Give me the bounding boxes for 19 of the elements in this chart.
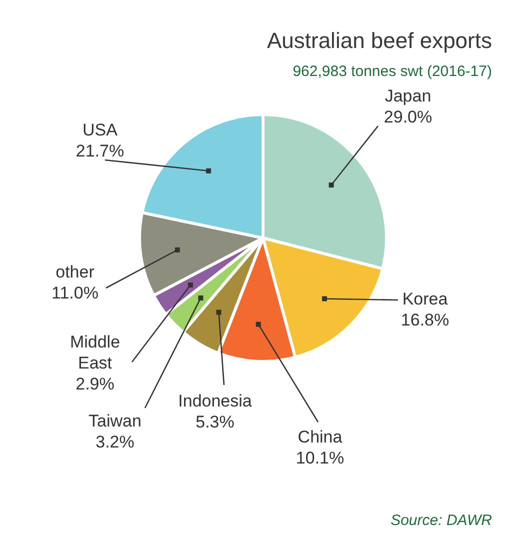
- chart-subtitle: 962,983 tonnes swt (2016-17): [292, 63, 492, 80]
- data-label: 2.9%: [76, 374, 114, 394]
- source-note: Source: DAWR: [390, 512, 492, 529]
- slice-label: USA: [82, 120, 118, 140]
- data-label: 29.0%: [384, 108, 432, 127]
- data-label: 21.7%: [76, 142, 124, 161]
- data-label: 3.2%: [96, 432, 134, 452]
- slice-label: Taiwan: [88, 412, 142, 431]
- chart-title: Australian beef exports: [266, 28, 492, 54]
- data-label: 5.3%: [196, 412, 234, 432]
- data-label: 16.8%: [400, 310, 450, 330]
- slice-label: China: [298, 428, 343, 447]
- slice-label: Middle East: [70, 332, 120, 373]
- data-label: 11.0%: [52, 284, 98, 303]
- slice-label: other: [56, 262, 95, 282]
- slice-label: Korea: [402, 290, 448, 309]
- slice-label: Japan: [384, 86, 432, 106]
- slice-label: Indonesia: [178, 392, 252, 411]
- data-label: 10.1%: [296, 448, 344, 468]
